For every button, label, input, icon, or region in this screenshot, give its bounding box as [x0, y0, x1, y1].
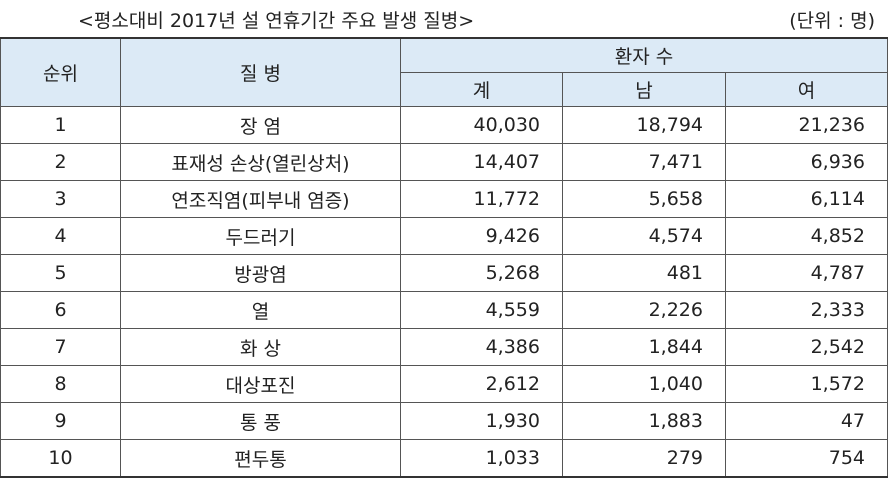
rank-cell: 2: [0, 143, 121, 181]
table-row: 2 표재성 손상(열린상처) 14,407 7,471 6,936: [0, 143, 888, 181]
count-cell: 6,936: [725, 143, 888, 181]
disease-cell: 통 풍: [120, 402, 401, 440]
count-cell: 1,883: [562, 402, 726, 440]
rank-cell: 5: [0, 254, 121, 292]
count-cell: 40,030: [400, 106, 563, 144]
count-cell: 7,471: [562, 143, 726, 181]
table-title: <평소대비 2017년 설 연휴기간 주요 발생 질병>: [78, 10, 475, 32]
count-cell: 2,542: [725, 328, 888, 366]
disease-cell: 연조직염(피부내 염증): [120, 180, 401, 218]
count-cell: 2,226: [562, 291, 726, 329]
rank-cell: 8: [0, 365, 121, 403]
disease-cell: 대상포진: [120, 365, 401, 403]
count-cell: 4,787: [725, 254, 888, 292]
table-row: 8 대상포진 2,612 1,040 1,572: [0, 365, 888, 403]
table-head: 순위 질 병 환자 수 계 남 여: [0, 37, 888, 107]
rank-cell: 3: [0, 180, 121, 218]
header-cell: 순위: [0, 37, 121, 107]
table-row: 6 열 4,559 2,226 2,333: [0, 291, 888, 329]
count-cell: 11,772: [400, 180, 563, 218]
count-cell: 4,386: [400, 328, 563, 366]
count-cell: 6,114: [725, 180, 888, 218]
header-cell: 남: [562, 72, 726, 107]
rank-cell: 7: [0, 328, 121, 366]
count-cell: 2,612: [400, 365, 563, 403]
table-row: 10 편두통 1,033 279 754: [0, 439, 888, 478]
disease-cell: 표재성 손상(열린상처): [120, 143, 401, 181]
header-cell: 계: [400, 72, 563, 107]
rank-cell: 4: [0, 217, 121, 255]
disease-cell: 방광염: [120, 254, 401, 292]
count-cell: 1,930: [400, 402, 563, 440]
disease-cell: 장 염: [120, 106, 401, 144]
title-bar: <평소대비 2017년 설 연휴기간 주요 발생 질병> (단위 : 명): [0, 0, 889, 37]
count-cell: 18,794: [562, 106, 726, 144]
disease-cell: 화 상: [120, 328, 401, 366]
rank-cell: 10: [0, 439, 121, 478]
disease-cell: 편두통: [120, 439, 401, 478]
disease-cell: 열: [120, 291, 401, 329]
count-cell: 1,844: [562, 328, 726, 366]
count-cell: 481: [562, 254, 726, 292]
count-cell: 5,658: [562, 180, 726, 218]
header-row: 순위 질 병 환자 수: [0, 37, 888, 107]
rank-cell: 6: [0, 291, 121, 329]
disease-cell: 두드러기: [120, 217, 401, 255]
unit-label: (단위 : 명): [789, 10, 875, 32]
header-cell: 여: [725, 72, 888, 107]
header-cell: 질 병: [120, 37, 401, 107]
table-row: 5 방광염 5,268 481 4,787: [0, 254, 888, 292]
count-cell: 47: [725, 402, 888, 440]
count-cell: 279: [562, 439, 726, 478]
count-cell: 4,559: [400, 291, 563, 329]
count-cell: 14,407: [400, 143, 563, 181]
count-cell: 5,268: [400, 254, 563, 292]
count-cell: 1,033: [400, 439, 563, 478]
rank-cell: 1: [0, 106, 121, 144]
count-cell: 4,574: [562, 217, 726, 255]
count-cell: 2,333: [725, 291, 888, 329]
rank-cell: 9: [0, 402, 121, 440]
table-row: 3 연조직염(피부내 염증) 11,772 5,658 6,114: [0, 180, 888, 218]
table-row: 4 두드러기 9,426 4,574 4,852: [0, 217, 888, 255]
count-cell: 9,426: [400, 217, 563, 255]
header-cell: 환자 수: [400, 37, 888, 73]
count-cell: 1,040: [562, 365, 726, 403]
count-cell: 21,236: [725, 106, 888, 144]
header-row: 계 남 여: [1, 72, 888, 107]
count-cell: 4,852: [725, 217, 888, 255]
count-cell: 754: [725, 439, 888, 478]
count-cell: 1,572: [725, 365, 888, 403]
